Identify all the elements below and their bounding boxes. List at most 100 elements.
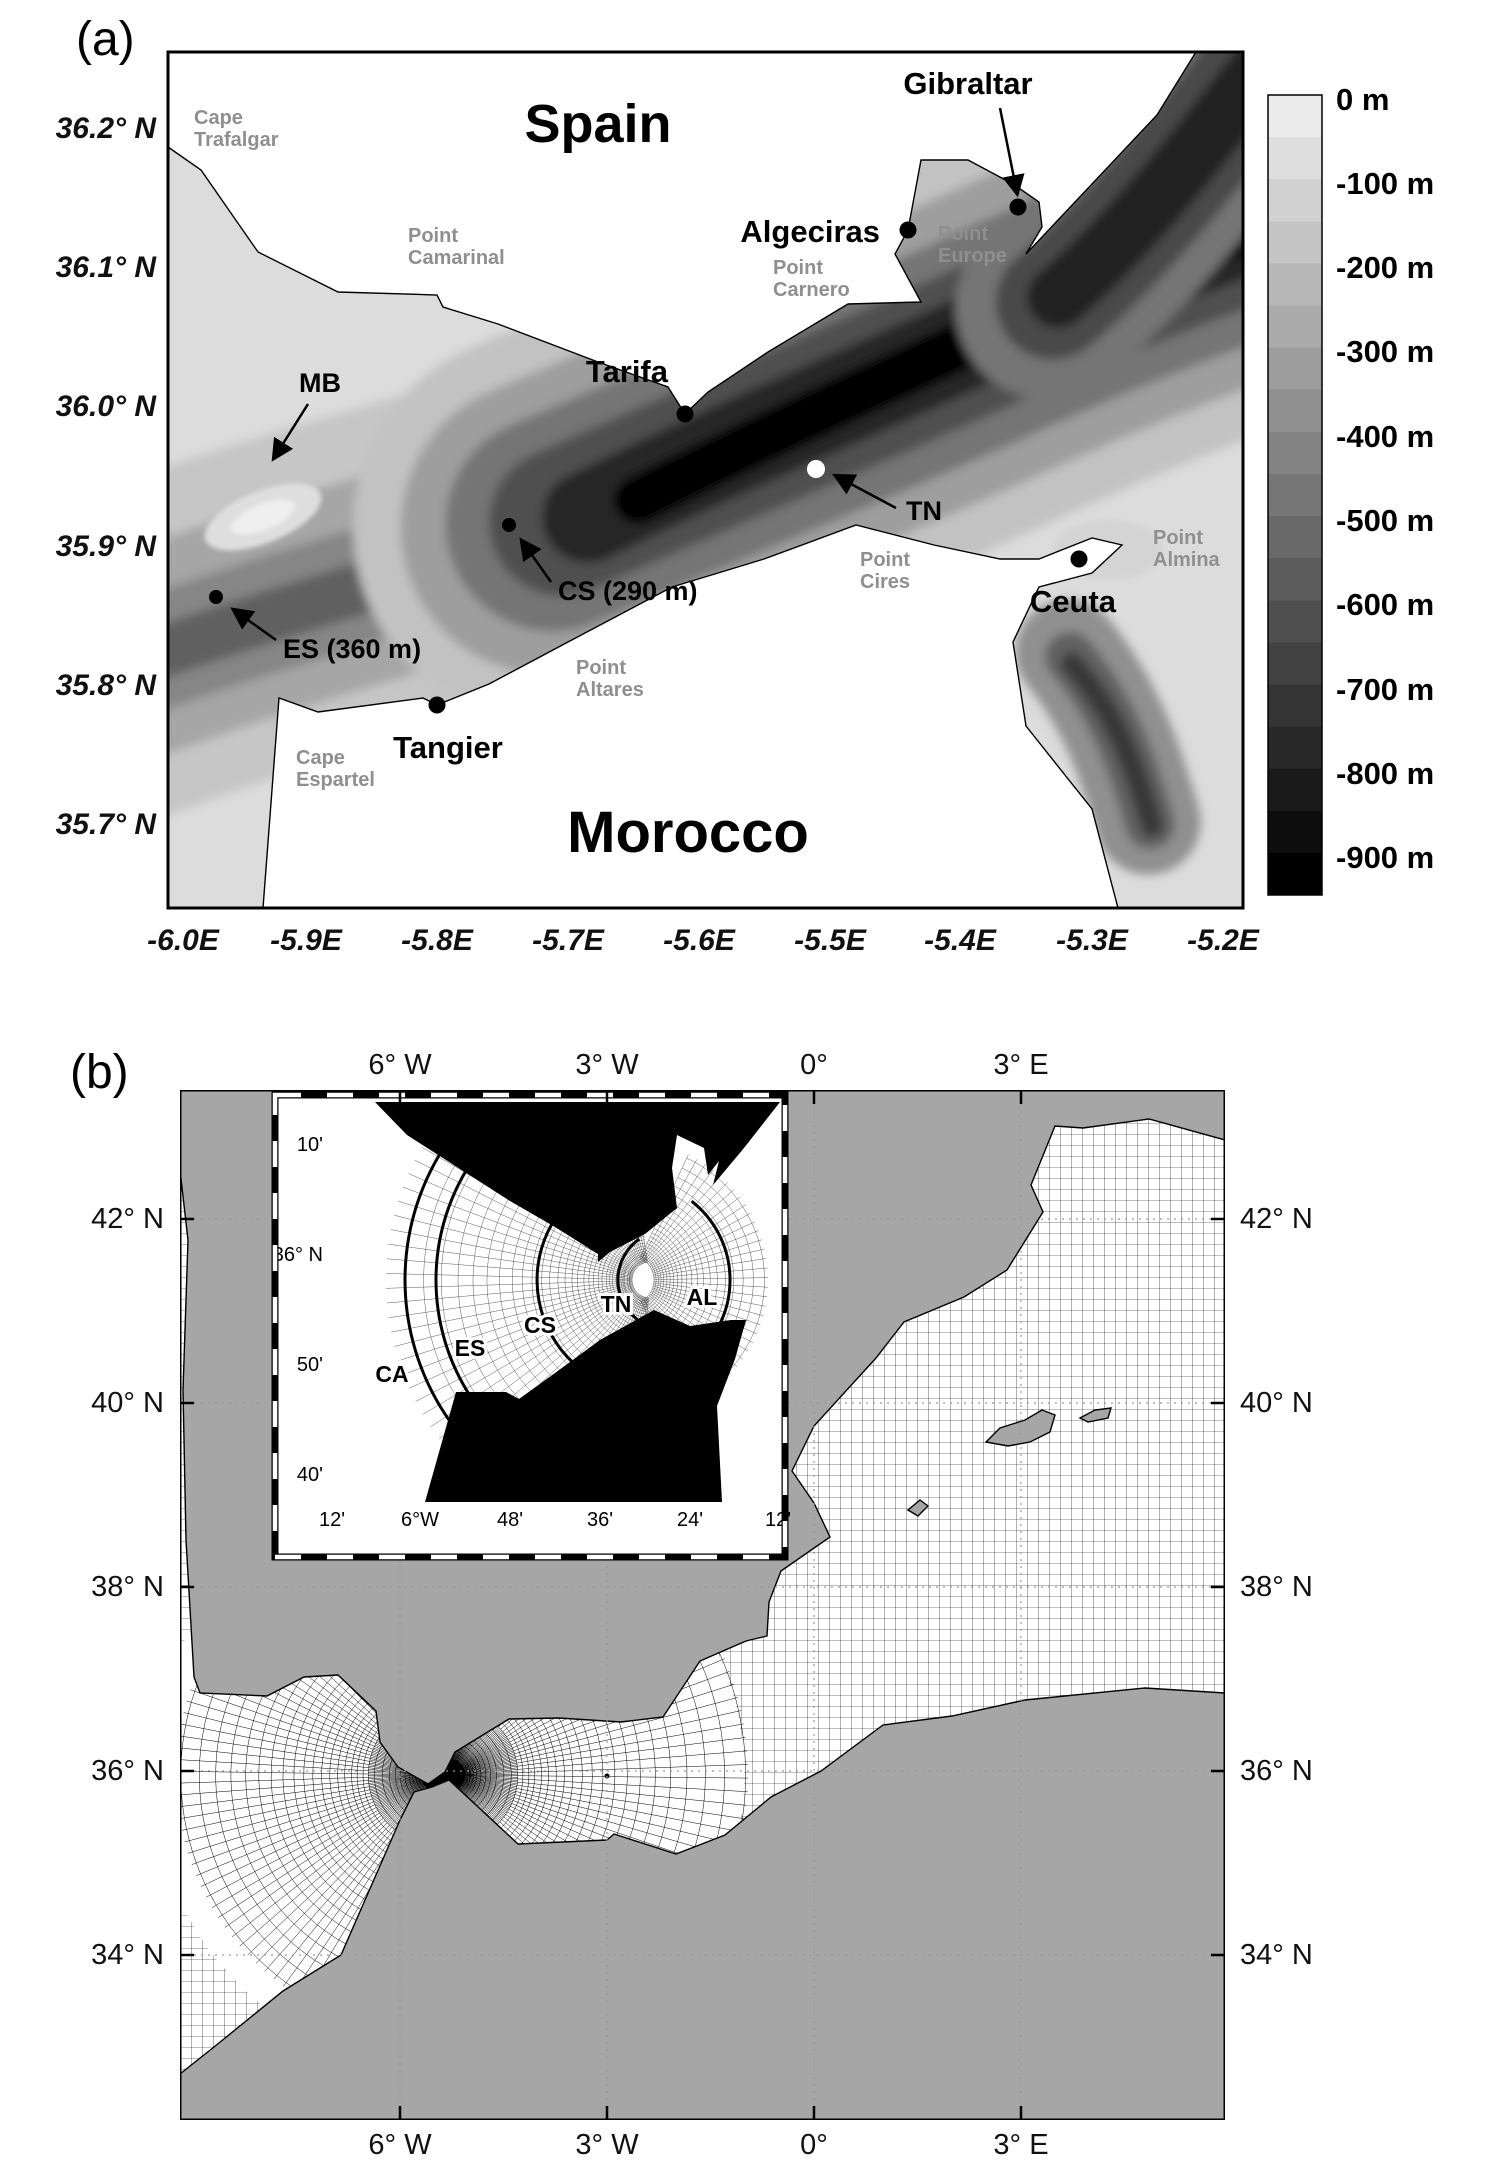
- tangier-dot: [428, 696, 446, 714]
- label-ceuta: Ceuta: [1030, 584, 1117, 619]
- label-point-europe: Point: [938, 223, 988, 245]
- lon-label: -5.4E: [924, 924, 997, 957]
- lon-label-bottom: 3° W: [575, 2129, 639, 2161]
- inset-morocco-landmass: [425, 1310, 746, 1502]
- colorbar-label: -600 m: [1336, 587, 1434, 622]
- label-point-europe: Europe: [938, 245, 1007, 267]
- tn-arrow: [832, 473, 897, 510]
- lat-label-right: 42° N: [1240, 1203, 1313, 1235]
- lon-label: -5.2E: [1187, 924, 1260, 957]
- label-point-almina: Almina: [1153, 549, 1221, 571]
- lon-label: -5.5E: [794, 924, 867, 957]
- map-a: Cape Trafalgar Point Camarinal Point Car…: [166, 50, 1245, 910]
- camarinal-sill-dot: [502, 518, 516, 532]
- label-tn: TN: [906, 496, 942, 526]
- lat-label-right: 36° N: [1240, 1755, 1313, 1787]
- algeciras-dot: [899, 221, 917, 239]
- label-spain: Spain: [524, 94, 671, 154]
- label-morocco: Morocco: [567, 800, 809, 865]
- lat-label: 36.1° N: [56, 251, 158, 284]
- inset-lon-label: 36': [587, 1509, 613, 1531]
- tarifa-dot: [676, 405, 694, 423]
- colorbar-label: -700 m: [1336, 672, 1434, 707]
- panel-b-tag: (b): [70, 1046, 129, 1099]
- inset-lat-label: 50': [297, 1354, 323, 1376]
- label-point-camarinal: Camarinal: [408, 247, 505, 269]
- lat-label-left: 36° N: [91, 1755, 164, 1787]
- label-gibraltar: Gibraltar: [903, 66, 1032, 101]
- label-cape-trafalgar: Cape: [194, 107, 243, 129]
- ceuta-dot: [1070, 550, 1088, 568]
- colorbar-gradient: [1267, 94, 1323, 896]
- lat-label-left: 42° N: [91, 1203, 164, 1235]
- ibiza-island: [906, 1499, 930, 1517]
- label-es: ES (360 m): [283, 634, 421, 664]
- inset-lon-label: 12': [319, 1509, 345, 1531]
- lon-label-top: 6° W: [368, 1049, 432, 1081]
- lon-label-bottom: 0°: [800, 2129, 828, 2161]
- panel-a-bathymetry-map: (a) 36.2° N 36.1° N 36.0° N 35.9° N 35.8…: [56, 13, 1435, 957]
- inset-lat-label: 36° N: [273, 1244, 323, 1266]
- label-tarifa: Tarifa: [586, 354, 669, 389]
- label-section-al: AL: [687, 1284, 718, 1310]
- lon-label: -5.7E: [532, 924, 605, 957]
- lon-label: -5.9E: [270, 924, 343, 957]
- label-section-cs: CS: [524, 1312, 556, 1338]
- lat-label-left: 38° N: [91, 1571, 164, 1603]
- colorbar-label: 0 m: [1336, 82, 1389, 117]
- lon-label: -5.6E: [663, 924, 736, 957]
- inset-spain-landmass: [375, 1102, 780, 1262]
- africa-landmass: [180, 1687, 1225, 2120]
- label-algeciras: Algeciras: [740, 214, 880, 249]
- inset-lon-label: 6°W: [401, 1509, 439, 1531]
- lat-label-right: 38° N: [1240, 1571, 1313, 1603]
- mb-arrow: [271, 403, 310, 462]
- label-section-tn: TN: [601, 1291, 632, 1317]
- inset-lon-label: 48': [497, 1509, 523, 1531]
- label-cape-trafalgar: Trafalgar: [194, 129, 279, 151]
- lon-label: -5.3E: [1056, 924, 1129, 957]
- inset-lon-label: 24': [677, 1509, 703, 1531]
- label-cs: CS (290 m): [558, 576, 698, 606]
- colorbar-label: -900 m: [1336, 840, 1434, 875]
- lon-label-bottom: 3° E: [993, 2129, 1048, 2161]
- label-section-ca: CA: [375, 1361, 408, 1387]
- section-line-tn: [616, 1237, 641, 1323]
- label-cape-espartel: Cape: [296, 747, 345, 769]
- lat-label: 35.7° N: [56, 808, 158, 841]
- label-cape-espartel: Espartel: [296, 769, 375, 791]
- label-point-camarinal: Point: [408, 225, 458, 247]
- lat-label: 35.9° N: [56, 530, 158, 563]
- label-point-almina: Point: [1153, 527, 1203, 549]
- lon-label-top: 0°: [800, 1049, 828, 1081]
- label-point-cires: Point: [860, 549, 910, 571]
- cs-arrow: [519, 537, 553, 583]
- lat-label-left: 40° N: [91, 1387, 164, 1419]
- lat-label-left: 34° N: [91, 1939, 164, 1971]
- label-point-carnero: Point: [773, 257, 823, 279]
- panel-a-tag: (a): [76, 13, 135, 66]
- map-b: CA ES CS TN AL 10' 36° N 50' 40' 12' 6°W…: [180, 1090, 1225, 2120]
- label-point-altares: Altares: [576, 679, 644, 701]
- lat-label: 36.0° N: [56, 390, 158, 423]
- gibraltar-dot: [1009, 198, 1027, 216]
- panel-b-model-grid-map: (b) 6° W 3° W 0° 3° E 6° W 3° W 0° 3° E …: [70, 1046, 1313, 2161]
- colorbar-label: -500 m: [1336, 503, 1434, 538]
- map-a-frame: [166, 50, 1245, 910]
- label-section-es: ES: [455, 1335, 486, 1361]
- lon-label-top: 3° W: [575, 1049, 639, 1081]
- label-point-altares: Point: [576, 657, 626, 679]
- label-mb: MB: [299, 368, 341, 398]
- lat-label-right: 40° N: [1240, 1387, 1313, 1419]
- lat-label: 35.8° N: [56, 669, 158, 702]
- axis-ticks: [180, 1090, 1225, 2120]
- colorbar: 0 m -100 m -200 m -300 m -400 m -500 m -…: [1267, 82, 1434, 896]
- lon-label-bottom: 6° W: [368, 2129, 432, 2161]
- label-point-cires: Cires: [860, 571, 910, 593]
- gibraltar-arrow: [998, 107, 1025, 198]
- inset-strait-grid: CA ES CS TN AL 10' 36° N 50' 40' 12' 6°W…: [271, 1091, 791, 1561]
- colorbar-label: -200 m: [1336, 250, 1434, 285]
- lon-label: -5.8E: [401, 924, 474, 957]
- lat-label-right: 34° N: [1240, 1939, 1313, 1971]
